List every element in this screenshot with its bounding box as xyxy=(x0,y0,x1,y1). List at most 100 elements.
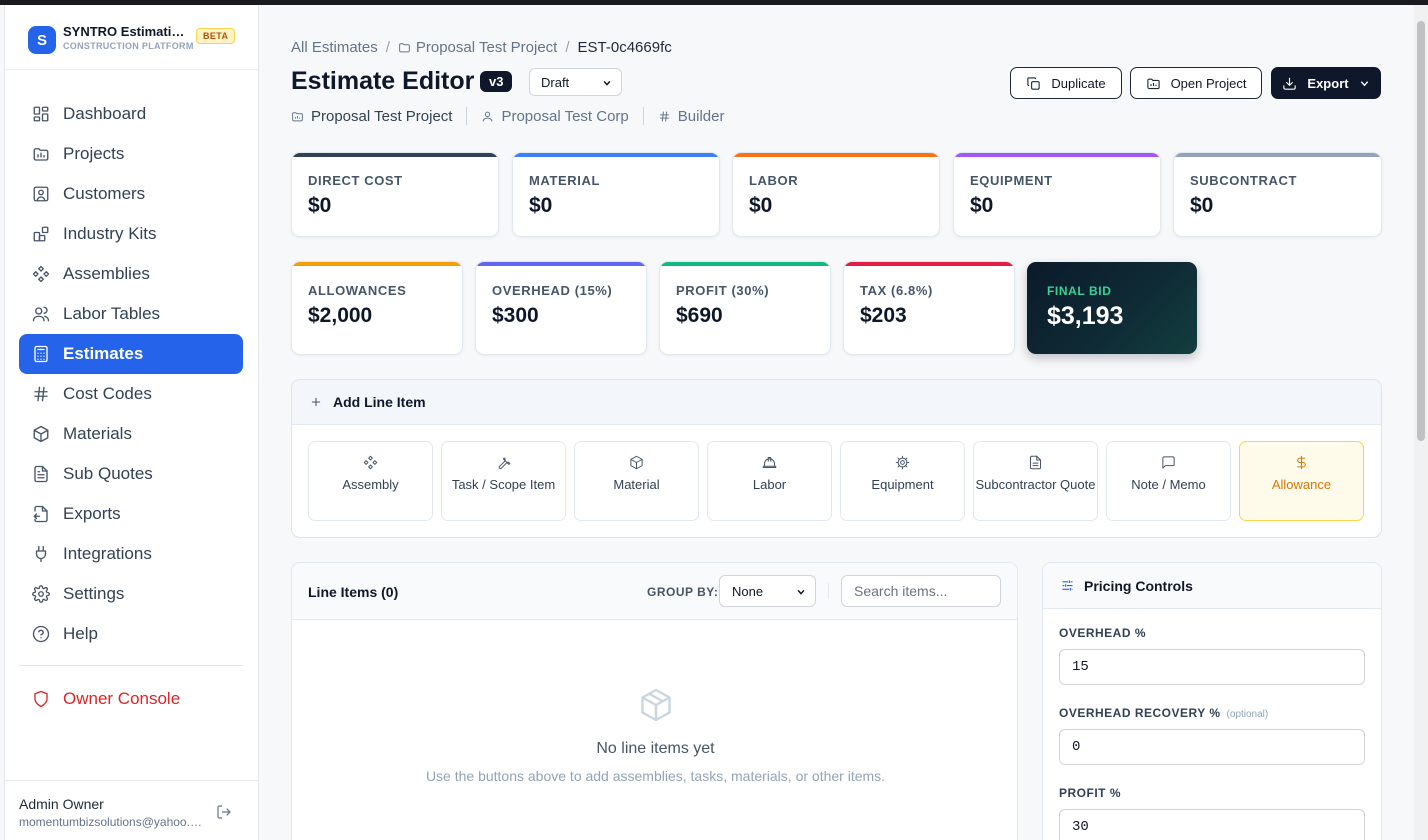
open-project-button[interactable]: Open Project xyxy=(1130,67,1262,99)
copy-icon xyxy=(1027,76,1041,90)
page-title: Estimate Editor xyxy=(291,67,475,95)
sidebar-item-materials[interactable]: Materials xyxy=(19,414,243,454)
meta-customer-label: Proposal Test Corp xyxy=(501,107,629,125)
version-badge: v3 xyxy=(480,71,513,92)
meta-role-label: Builder xyxy=(677,107,725,125)
add-subcontractor-quote-button[interactable]: Subcontractor Quote xyxy=(973,441,1098,521)
sidebar-item-sub-quotes[interactable]: Sub Quotes xyxy=(19,454,243,494)
breadcrumb-project[interactable]: Proposal Test Project xyxy=(415,39,558,56)
folder-chart-icon xyxy=(32,145,50,163)
meta-role: Builder xyxy=(658,107,725,125)
add-material-button[interactable]: Material xyxy=(574,441,699,521)
sidebar-item-label: Help xyxy=(63,624,98,643)
add-line-item-panel: Add Line Item Assembly Task / Scope Item… xyxy=(291,379,1382,538)
sliders-icon xyxy=(1062,580,1073,591)
add-assembly-button[interactable]: Assembly xyxy=(308,441,433,521)
logout-button[interactable] xyxy=(216,804,234,822)
line-item-type-tiles: Assembly Task / Scope Item Material Labo… xyxy=(308,441,1364,521)
gear-icon xyxy=(32,585,50,603)
stat-equipment: EQUIPMENT $0 xyxy=(953,152,1161,237)
open-project-label: Open Project xyxy=(1170,75,1247,91)
tile-label: Labor xyxy=(752,477,787,492)
dollar-icon xyxy=(1297,455,1306,470)
add-allowance-button[interactable]: Allowance xyxy=(1239,441,1364,521)
add-equipment-button[interactable]: Equipment xyxy=(840,441,965,521)
add-line-item-header[interactable]: Add Line Item xyxy=(292,380,1381,425)
sidebar-item-labor-tables[interactable]: Labor Tables xyxy=(19,294,243,334)
sidebar-item-label: Exports xyxy=(63,504,121,523)
sidebar-item-assemblies[interactable]: Assemblies xyxy=(19,254,243,294)
sidebar-item-estimates[interactable]: Estimates xyxy=(19,334,243,374)
add-labor-button[interactable]: Labor xyxy=(707,441,832,521)
sidebar-item-projects[interactable]: Projects xyxy=(19,134,243,174)
chevron-down-icon xyxy=(797,589,805,595)
group-by-select[interactable]: None xyxy=(719,575,816,607)
file-export-icon xyxy=(32,505,50,523)
stat-label: MATERIAL xyxy=(529,173,600,188)
folder-icon xyxy=(399,43,410,53)
sidebar-item-label: Settings xyxy=(63,584,125,603)
scrollbar-thumb[interactable] xyxy=(1417,21,1425,441)
brand-subtitle: CONSTRUCTION PLATFORM xyxy=(63,41,194,51)
stat-value: $2,000 xyxy=(308,304,373,327)
pricing-controls-header: Pricing Controls xyxy=(1043,563,1381,609)
stat-value: $0 xyxy=(1190,194,1214,217)
brand-logo: S xyxy=(28,26,56,54)
empty-state-subtitle: Use the buttons above to add assemblies,… xyxy=(425,768,886,784)
search-items-input[interactable] xyxy=(841,575,1001,607)
folder-chart-icon xyxy=(292,111,303,121)
stat-accent xyxy=(1174,153,1381,157)
owner-console-label: Owner Console xyxy=(63,689,181,708)
tile-label: Note / Memo xyxy=(1131,477,1206,492)
overhead-recovery-input[interactable] xyxy=(1059,729,1365,765)
sidebar-item-industry-kits[interactable]: Industry Kits xyxy=(19,214,243,254)
page-scrollbar[interactable] xyxy=(1414,5,1428,840)
sidebar-item-dashboard[interactable]: Dashboard xyxy=(19,94,243,134)
sidebar-item-customers[interactable]: Customers xyxy=(19,174,243,214)
breadcrumb-all-estimates[interactable]: All Estimates xyxy=(291,39,378,56)
sidebar-item-settings[interactable]: Settings xyxy=(19,574,243,614)
download-icon xyxy=(1283,77,1297,90)
package-icon xyxy=(32,425,50,443)
stat-label: ALLOWANCES xyxy=(308,283,407,298)
blocks-icon xyxy=(32,225,50,243)
sidebar: S SYNTRO Estimating CONSTRUCTION PLATFOR… xyxy=(4,5,259,840)
estimate-meta: Proposal Test Project Proposal Test Corp… xyxy=(291,107,724,125)
user-email: momentumbizsolutions@yahoo.com xyxy=(19,815,204,829)
components-icon xyxy=(363,455,378,470)
package-icon xyxy=(638,687,674,723)
stat-labor: LABOR $0 xyxy=(732,152,940,237)
sidebar-item-integrations[interactable]: Integrations xyxy=(19,534,243,574)
brand-name: SYNTRO Estimating xyxy=(63,24,185,39)
overhead-label: OVERHEAD % xyxy=(1059,626,1147,640)
overhead-input[interactable] xyxy=(1059,649,1365,685)
status-select[interactable]: Draft xyxy=(529,68,622,96)
stat-value: $0 xyxy=(529,194,553,217)
duplicate-button[interactable]: Duplicate xyxy=(1010,67,1122,99)
meta-project[interactable]: Proposal Test Project xyxy=(291,108,452,125)
add-task-button[interactable]: Task / Scope Item xyxy=(441,441,566,521)
beta-badge: BETA xyxy=(196,28,236,44)
sidebar-item-exports[interactable]: Exports xyxy=(19,494,243,534)
chevron-down-icon xyxy=(603,80,611,86)
sidebar-item-help[interactable]: Help xyxy=(19,614,243,654)
profit-input[interactable] xyxy=(1059,809,1365,840)
stat-subcontract: SUBCONTRACT $0 xyxy=(1173,152,1382,237)
stat-accent xyxy=(476,262,646,266)
user-panel: Admin Owner momentumbizsolutions@yahoo.c… xyxy=(5,780,259,840)
export-button[interactable]: Export xyxy=(1271,67,1381,99)
sidebar-nav: Dashboard Projects Customers Industry Ki… xyxy=(19,94,243,654)
stat-tax: TAX (6.8%) $203 xyxy=(843,261,1015,355)
sidebar-item-cost-codes[interactable]: Cost Codes xyxy=(19,374,243,414)
sidebar-item-owner-console[interactable]: Owner Console xyxy=(19,679,243,719)
group-by-value: None xyxy=(732,583,764,599)
stat-label: OVERHEAD (15%) xyxy=(492,283,613,298)
stat-value: $203 xyxy=(860,304,907,327)
overhead-recovery-text: OVERHEAD RECOVERY % xyxy=(1059,706,1221,720)
tile-label: Assembly xyxy=(342,477,399,492)
sidebar-item-label: Projects xyxy=(63,144,125,163)
hash-icon xyxy=(32,385,50,403)
sidebar-divider xyxy=(19,665,243,666)
stat-accent xyxy=(844,262,1014,266)
add-note-button[interactable]: Note / Memo xyxy=(1106,441,1231,521)
